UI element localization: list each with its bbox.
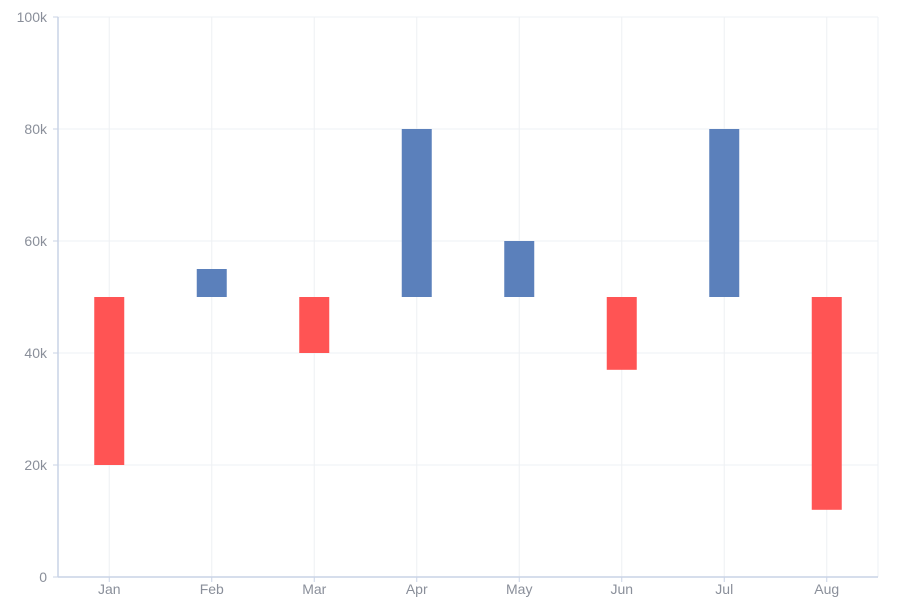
bar-may (504, 241, 535, 297)
x-tick-label: Jun (610, 581, 633, 597)
y-tick-label: 80k (24, 121, 48, 137)
x-tick-label: Jan (98, 581, 121, 597)
bar-aug (811, 297, 842, 510)
x-tick-label: Jul (715, 581, 733, 597)
x-tick-label: Apr (406, 581, 428, 597)
bar-mar (299, 297, 330, 353)
x-tick-label: May (506, 581, 532, 597)
bar-jul (709, 129, 740, 297)
y-tick-label: 20k (24, 457, 48, 473)
bar-feb (196, 269, 227, 297)
bars-layer (94, 129, 842, 510)
labels-layer: 0 20k 40k 60k 80k 100k Jan Feb Mar Apr May Jun Jul Au… (17, 9, 840, 597)
y-tick-label: 40k (24, 345, 48, 361)
y-tick-label: 100k (17, 9, 48, 25)
y-tick-label: 60k (24, 233, 48, 249)
x-tick-label: Aug (814, 581, 839, 597)
x-tick-label: Feb (200, 581, 224, 597)
bar-jun (606, 297, 637, 370)
y-tick-label: 0 (39, 569, 47, 585)
axis-layer (53, 16, 878, 582)
bar-apr (401, 129, 432, 297)
x-tick-label: Mar (302, 581, 326, 597)
bar-jan (94, 297, 125, 465)
grid-layer (58, 16, 879, 577)
